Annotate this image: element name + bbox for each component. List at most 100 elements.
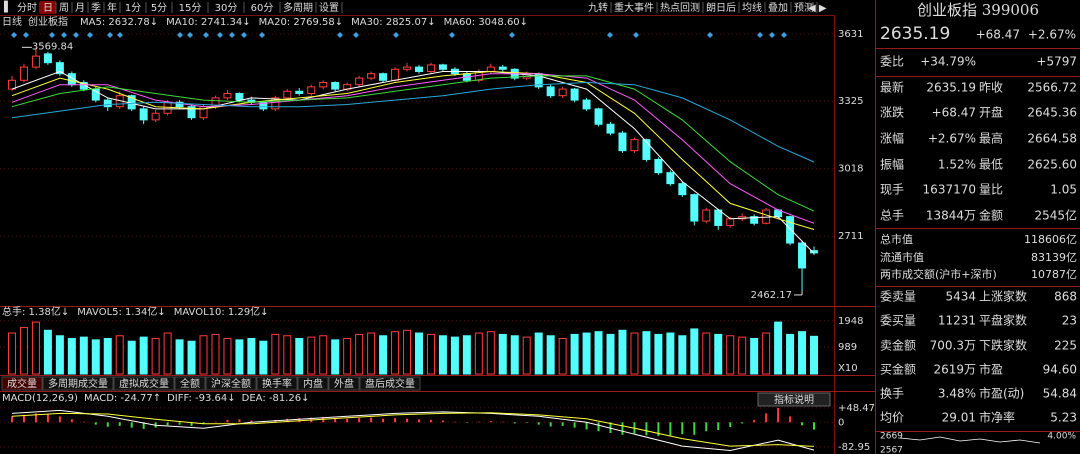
candle-body bbox=[702, 209, 711, 222]
signal-icon bbox=[781, 32, 787, 38]
indicator-tab[interactable]: 沪深全额 bbox=[211, 377, 251, 390]
volume-bar bbox=[67, 337, 76, 375]
macd-legend: DIFF: -93.64↓ bbox=[167, 393, 236, 404]
ma-legend: MA20: 2769.58↓ bbox=[259, 17, 343, 28]
ma-line bbox=[11, 70, 815, 254]
volume-bar bbox=[594, 331, 603, 375]
candle-body bbox=[403, 66, 412, 70]
period-tab[interactable]: 年 bbox=[107, 1, 117, 14]
volume-bar bbox=[187, 340, 196, 375]
ma-line bbox=[11, 73, 815, 224]
candle-body bbox=[307, 86, 316, 94]
volume-bar bbox=[726, 335, 735, 375]
candle-body bbox=[606, 123, 615, 134]
volume-bar bbox=[259, 340, 268, 375]
volume-bar bbox=[403, 329, 412, 375]
signal-icon bbox=[509, 32, 515, 38]
quote-value: 11231 bbox=[938, 314, 976, 328]
volume-bar bbox=[283, 335, 292, 375]
period-tab[interactable]: 季 bbox=[91, 2, 101, 14]
tool-button[interactable]: 叠加 bbox=[768, 2, 788, 14]
ma-legend: MA30: 2825.07↓ bbox=[351, 17, 435, 28]
quote-value: 23 bbox=[1062, 314, 1077, 328]
period-tab[interactable]: 分时 bbox=[17, 2, 37, 14]
quote-value: 5.23 bbox=[1050, 411, 1077, 425]
indicator-tab[interactable]: 多周期成交量 bbox=[48, 377, 108, 390]
volume-bar bbox=[79, 336, 88, 375]
quote-value: 2545亿 bbox=[1034, 208, 1077, 223]
candle-body bbox=[438, 64, 447, 70]
volume-bar bbox=[235, 339, 244, 375]
indicator-tab[interactable]: 外盘 bbox=[334, 377, 354, 390]
volume-bar bbox=[690, 328, 699, 375]
tool-button[interactable]: 均线 bbox=[742, 1, 762, 14]
signal-icon bbox=[187, 32, 193, 38]
tool-button[interactable]: 预测 bbox=[794, 1, 814, 14]
period-tab[interactable]: 多周期 bbox=[283, 1, 313, 14]
index-name: 创业板指 bbox=[28, 15, 68, 28]
candle-body bbox=[79, 81, 88, 90]
indicator-tab[interactable]: 虚拟成交量 bbox=[119, 377, 169, 390]
indicator-tab[interactable]: 内盘 bbox=[303, 377, 323, 390]
candle-body bbox=[426, 64, 435, 72]
volume-bar bbox=[7, 332, 16, 375]
period-tab[interactable]: 30分 bbox=[215, 2, 238, 14]
period-tab[interactable]: 日 bbox=[43, 3, 53, 14]
button-box bbox=[757, 392, 831, 407]
quote-label: 委比 bbox=[880, 55, 904, 69]
volume-bar bbox=[211, 333, 220, 375]
volume-bar bbox=[19, 327, 28, 375]
volume-bar bbox=[486, 331, 495, 375]
tab-box bbox=[205, 376, 257, 391]
quote-label: 总市值 bbox=[880, 232, 913, 246]
indicator-help[interactable]: 指标说明 bbox=[774, 393, 814, 406]
candle-body bbox=[750, 216, 759, 224]
tool-button[interactable]: 九转 bbox=[588, 1, 608, 14]
candle-body bbox=[19, 66, 28, 81]
quote-value: +34.79% bbox=[920, 55, 976, 69]
tab-box bbox=[42, 376, 114, 391]
high-label: 3569.84 bbox=[32, 41, 73, 52]
period-tab[interactable]: 15分 bbox=[179, 2, 202, 14]
period-tab[interactable]: 1分 bbox=[125, 2, 141, 14]
dea-line bbox=[11, 412, 815, 447]
y-tick-label: 3325 bbox=[838, 96, 863, 107]
signal-icon bbox=[449, 32, 455, 38]
candle-body bbox=[211, 97, 220, 108]
quote-label: 昨收 bbox=[979, 81, 1003, 95]
indicator-tab[interactable]: 成交量 bbox=[7, 377, 37, 390]
ma-line bbox=[11, 70, 815, 230]
tool-button[interactable]: 重大事件 bbox=[614, 1, 654, 14]
mini-pct: 4.00% bbox=[1047, 432, 1076, 442]
volume-bar bbox=[678, 335, 687, 375]
candle-body bbox=[271, 97, 280, 110]
indicator-tab[interactable]: 全额 bbox=[180, 377, 200, 390]
indicator-tab[interactable]: 盘后成交量 bbox=[365, 377, 415, 390]
quote-label: 下跌家数 bbox=[979, 338, 1027, 353]
volume-bar bbox=[714, 333, 723, 375]
quote-label: 两市成交额(沪市+深市) bbox=[880, 267, 997, 281]
signal-icon bbox=[203, 32, 209, 38]
indicator-tab[interactable]: 换手率 bbox=[262, 377, 292, 390]
quote-label: 平盘家数 bbox=[979, 313, 1027, 328]
period-tab[interactable]: 月 bbox=[75, 2, 85, 14]
tool-button[interactable]: 热点回测 bbox=[660, 1, 700, 14]
menu-icon[interactable]: ▌ bbox=[3, 0, 12, 13]
quote-pct: +2.67% bbox=[1028, 28, 1076, 42]
tool-button[interactable]: 朗日后 bbox=[706, 2, 736, 14]
volume-bar bbox=[702, 332, 711, 375]
quote-label: 最新 bbox=[880, 80, 904, 95]
candle-body bbox=[223, 92, 232, 99]
volume-bar bbox=[127, 340, 136, 375]
volume-bar bbox=[367, 332, 376, 375]
period-tab[interactable]: 周 bbox=[59, 2, 69, 14]
volume-bar bbox=[355, 333, 364, 375]
period-tab[interactable]: 设置 bbox=[319, 2, 339, 14]
volume-legend: MAVOL5: 1.34亿↓ bbox=[77, 305, 166, 318]
candle-body bbox=[714, 209, 723, 226]
period-tab[interactable]: 5分 bbox=[151, 2, 167, 14]
ma-line bbox=[11, 75, 815, 212]
volume-bar bbox=[738, 336, 747, 375]
period-tab[interactable]: 60分 bbox=[251, 2, 274, 14]
candle-body bbox=[726, 218, 735, 226]
